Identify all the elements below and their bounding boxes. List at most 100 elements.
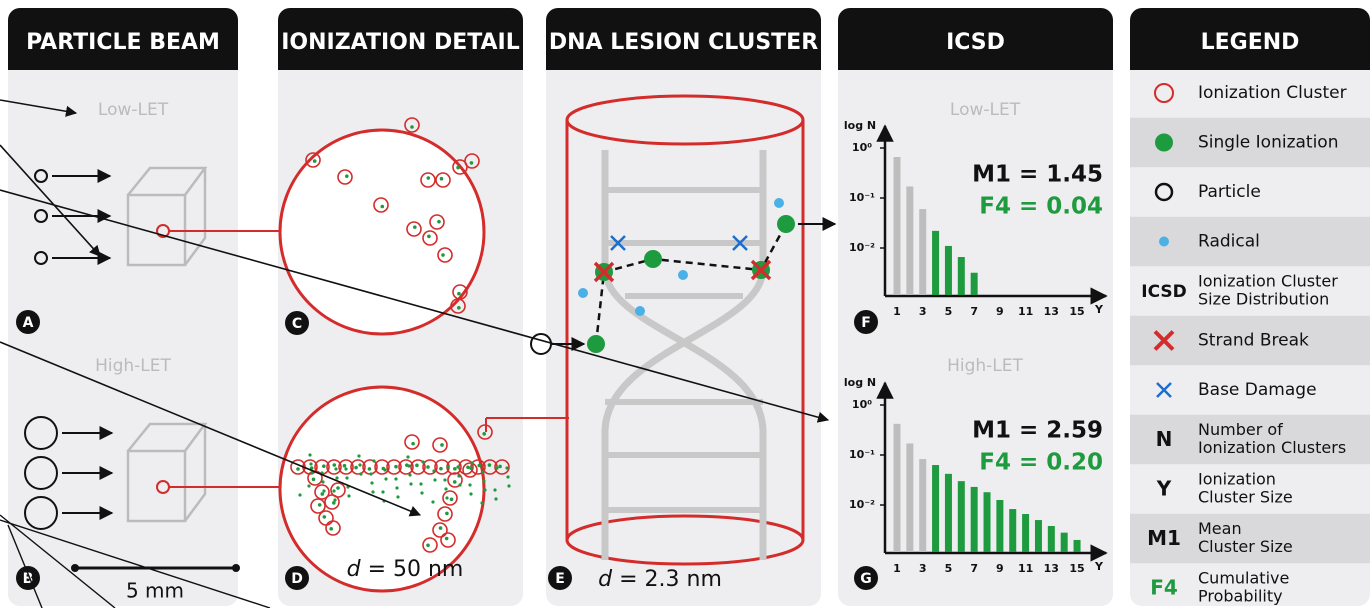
figure: PARTICLE BEAMIONIZATION DETAILDNA LESION…	[0, 0, 1370, 608]
x-tick-label: 13	[1044, 562, 1059, 575]
ionization	[456, 465, 459, 468]
y-tick-label: 10⁻¹	[849, 448, 875, 461]
panel-body	[546, 40, 821, 606]
ionization	[439, 526, 443, 530]
f4-value: F4 = 0.20	[979, 450, 1103, 476]
ionization	[495, 466, 498, 469]
ionization	[482, 479, 485, 482]
legend-icon	[1159, 237, 1169, 247]
bar	[1061, 533, 1068, 552]
ionization	[498, 465, 502, 469]
ionization	[370, 481, 373, 484]
panel-body	[8, 40, 238, 606]
panel-letter: C	[292, 316, 302, 332]
bar	[1022, 514, 1029, 552]
ionization	[443, 478, 446, 481]
ionization	[446, 465, 449, 468]
diameter-symbol: d	[347, 557, 362, 582]
legend-label: Number of	[1198, 420, 1283, 439]
panel-title: LEGEND	[1201, 30, 1300, 55]
ionization	[478, 464, 482, 468]
bar	[945, 246, 952, 295]
ionization	[406, 455, 409, 458]
bar	[958, 257, 965, 295]
legend-label: Ionization Cluster	[1198, 83, 1347, 103]
ionization	[383, 468, 386, 471]
ionization	[439, 467, 443, 471]
single-ionization	[644, 250, 662, 268]
legend-symbol: M1	[1147, 526, 1181, 550]
bar	[971, 487, 978, 552]
scale-end	[71, 564, 79, 572]
radical	[578, 288, 588, 298]
ionization	[359, 472, 362, 475]
ionization	[318, 503, 322, 507]
bar	[894, 157, 901, 295]
ionization	[347, 494, 350, 497]
x-tick-label: 11	[1018, 305, 1033, 318]
x-tick-label: 15	[1069, 562, 1084, 575]
ionization	[394, 465, 398, 469]
ionization	[441, 253, 445, 257]
chart-title: Low-LET	[950, 100, 1021, 120]
x-tick-label: 5	[945, 305, 953, 318]
y-axis-label: log N	[844, 119, 876, 132]
diameter-label: d = 50 nm	[347, 557, 464, 582]
ionization	[457, 306, 461, 310]
legend-symbol: ICSD	[1141, 282, 1186, 302]
x-tick-label: 7	[970, 305, 978, 318]
ionization	[450, 497, 454, 501]
y-tick-label: 10⁻²	[849, 498, 875, 511]
ionization	[357, 454, 360, 457]
x-tick-label: 1	[893, 305, 901, 318]
m1-value: M1 = 1.45	[972, 162, 1103, 188]
ionization	[333, 498, 336, 501]
ionization	[354, 466, 358, 470]
x-axis-label: Y	[1094, 303, 1104, 316]
bar	[932, 231, 939, 295]
ionization	[410, 125, 414, 129]
ionization	[369, 472, 372, 475]
diameter-value: = 50 nm	[368, 557, 464, 582]
ionization	[426, 465, 430, 469]
ionization	[470, 161, 474, 165]
bar	[1035, 520, 1042, 552]
bar	[894, 424, 901, 552]
bar	[984, 492, 991, 552]
legend-label: Strand Break	[1198, 331, 1309, 351]
ionization	[308, 453, 311, 456]
ionization	[432, 469, 435, 472]
ionization	[358, 463, 361, 466]
x-tick-label: 15	[1069, 305, 1084, 318]
ionization	[332, 463, 336, 467]
ionization	[483, 488, 486, 491]
ionization	[307, 484, 310, 487]
radical	[774, 198, 784, 208]
ionization	[453, 467, 457, 471]
ionization	[427, 235, 431, 239]
ionization	[421, 460, 424, 463]
chart-title: High-LET	[947, 356, 1023, 376]
x-axis-label: Y	[1094, 560, 1104, 573]
ionization	[506, 475, 509, 478]
bar	[958, 481, 965, 552]
x-tick-label: 9	[996, 305, 1004, 318]
page: PARTICLE BEAMIONIZATION DETAILDNA LESION…	[0, 0, 1370, 608]
legend-label: Cumulative	[1198, 569, 1289, 588]
legend-icon	[1155, 134, 1173, 152]
ionization	[332, 489, 335, 492]
ionization	[298, 493, 301, 496]
ionization	[488, 463, 492, 467]
ionization	[413, 225, 417, 229]
bar	[971, 273, 978, 295]
panel-title: DNA LESION CLUSTER	[549, 30, 818, 55]
ionization	[469, 492, 472, 495]
bar	[919, 459, 926, 552]
legend-label: Single Ionization	[1198, 133, 1338, 153]
f4-value: F4 = 0.04	[979, 194, 1103, 220]
ionization	[466, 465, 470, 469]
panel-letter: D	[291, 571, 303, 587]
ionization	[381, 205, 385, 209]
ionization	[457, 474, 460, 477]
ionization	[321, 480, 324, 483]
